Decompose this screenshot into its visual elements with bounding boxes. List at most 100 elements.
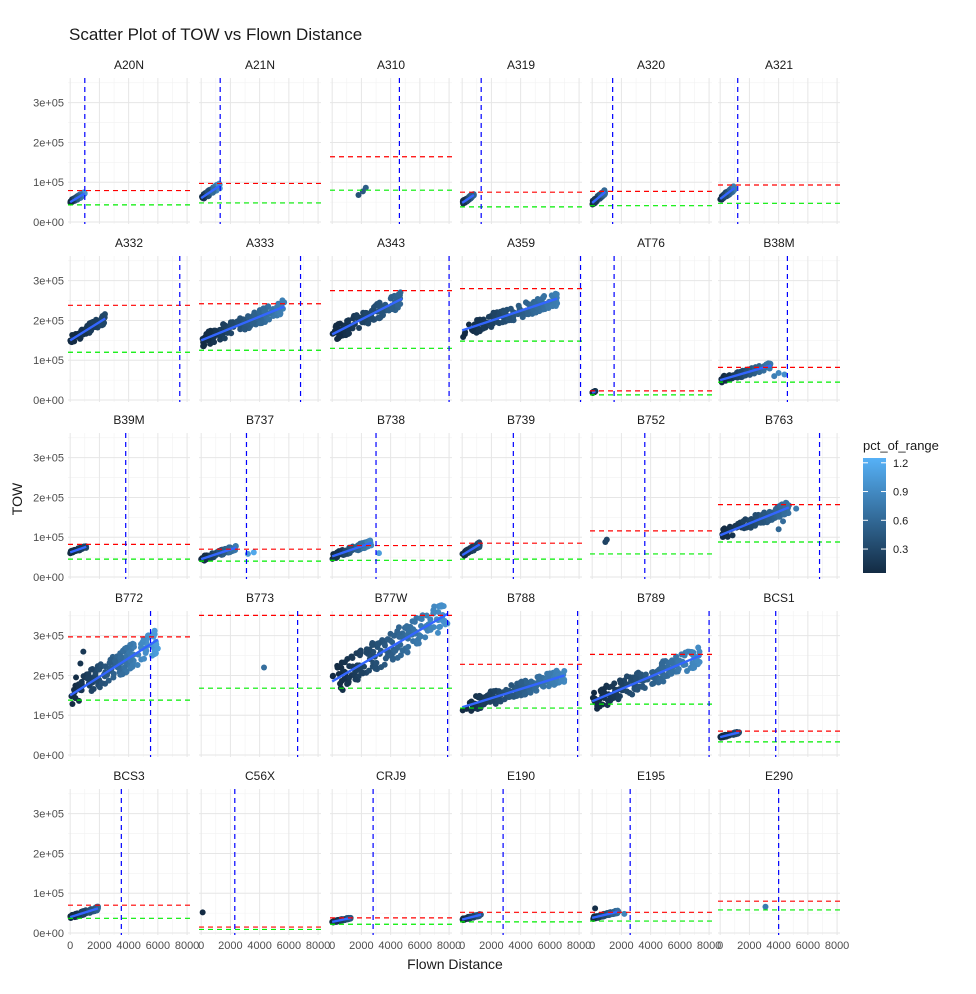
data-point	[392, 647, 399, 654]
facet-strip-label: B739	[507, 413, 535, 427]
facet-strip-label: A319	[507, 58, 535, 72]
data-point	[609, 683, 616, 690]
data-point	[545, 683, 552, 690]
data-point	[669, 668, 676, 675]
data-point	[474, 317, 481, 324]
facet-panel: E290 0 2000 4000 6000 8000	[717, 769, 849, 952]
regression-line	[719, 364, 772, 382]
data-point	[395, 624, 402, 631]
data-point	[623, 673, 630, 680]
facet-panel: A320	[589, 58, 712, 224]
data-point	[690, 664, 697, 671]
data-point	[257, 320, 264, 327]
x-tick-label: 6000	[668, 940, 692, 952]
data-point	[434, 629, 441, 636]
y-tick-label: 0e+00	[33, 217, 64, 229]
facet-panel: B788	[459, 591, 582, 757]
data-point	[527, 689, 534, 696]
data-point	[781, 371, 788, 378]
facet-panel: B789	[589, 591, 712, 757]
data-point	[427, 626, 434, 633]
data-point	[431, 609, 438, 616]
data-point	[211, 339, 218, 346]
data-point	[549, 303, 556, 310]
regression-line	[461, 543, 481, 557]
x-tick-label: 8000	[437, 940, 461, 952]
facet-panel: B773	[199, 591, 321, 757]
facet-strip-label: A310	[377, 58, 405, 72]
y-tick-label: 1e+05	[33, 532, 64, 544]
facet-panel: B737	[198, 413, 321, 579]
data-point	[348, 653, 355, 660]
data-point	[69, 331, 76, 338]
regression-line	[591, 910, 619, 920]
facet-panel: A319	[459, 58, 582, 224]
data-point	[486, 690, 493, 697]
data-point	[757, 519, 764, 526]
data-point	[358, 669, 365, 676]
regression-line	[461, 297, 558, 332]
y-tick-label: 2e+05	[33, 670, 64, 682]
data-point	[621, 910, 628, 917]
data-point	[536, 673, 543, 680]
data-point	[129, 663, 136, 670]
data-point	[793, 505, 800, 512]
data-point	[353, 650, 360, 657]
legend-tick-label: 0.3	[893, 544, 908, 556]
y-tick-label: 3e+05	[33, 98, 64, 110]
data-point	[649, 668, 656, 675]
facet-strip-label: E290	[765, 769, 793, 783]
legend-tick-label: 0.6	[893, 515, 908, 527]
data-point	[346, 330, 353, 337]
regression-line	[69, 545, 87, 554]
facet-strip-label: C56X	[245, 769, 275, 783]
facet-panel: AT76	[589, 236, 712, 402]
data-point	[251, 311, 258, 318]
x-tick-label: 2000	[87, 940, 111, 952]
data-point	[221, 335, 228, 342]
data-point	[119, 671, 126, 678]
facet-panel: CRJ9 0 2000 4000 6000 8000	[329, 769, 461, 952]
y-tick-label: 1e+05	[33, 710, 64, 722]
data-point	[140, 636, 147, 643]
data-point	[650, 680, 657, 687]
data-point	[345, 675, 352, 682]
data-point	[662, 673, 669, 680]
data-point	[384, 636, 391, 643]
data-point	[501, 307, 508, 314]
x-tick-label: 2000	[609, 940, 633, 952]
data-point	[762, 903, 769, 910]
data-point	[141, 655, 148, 662]
x-tick-label: 6000	[277, 940, 301, 952]
data-point	[229, 319, 236, 326]
data-point	[373, 659, 380, 666]
x-tick-label: 8000	[697, 940, 721, 952]
facet-panel: B772 0e+00 1e+05 2e+05 3e+05	[33, 591, 190, 762]
data-point	[405, 643, 412, 650]
x-tick-label: 2000	[479, 940, 503, 952]
x-tick-label: 6000	[408, 940, 432, 952]
data-point	[771, 373, 778, 380]
facet-strip-label: A321	[765, 58, 793, 72]
facet-strip-label: B772	[115, 591, 143, 605]
regression-line	[69, 192, 86, 204]
regression-line	[461, 913, 482, 921]
regression-line	[591, 654, 701, 703]
regression-line	[719, 506, 790, 537]
data-point	[241, 326, 248, 333]
data-point	[592, 905, 599, 912]
facet-strip-label: A343	[377, 236, 405, 250]
data-point	[477, 693, 484, 700]
data-point	[75, 697, 82, 704]
y-tick-label: 2e+05	[33, 848, 64, 860]
data-point	[200, 343, 207, 350]
facet-strip-label: A320	[637, 58, 665, 72]
data-point	[694, 657, 701, 664]
data-point	[363, 646, 370, 653]
data-point	[440, 618, 447, 625]
data-point	[365, 320, 372, 327]
data-point	[740, 517, 747, 524]
data-point	[112, 657, 119, 664]
facet-panels: A20N 0e+00 1e+05 2e+05 3e+05 A21N A310 A319 A320…	[33, 58, 849, 952]
data-point	[250, 549, 257, 556]
